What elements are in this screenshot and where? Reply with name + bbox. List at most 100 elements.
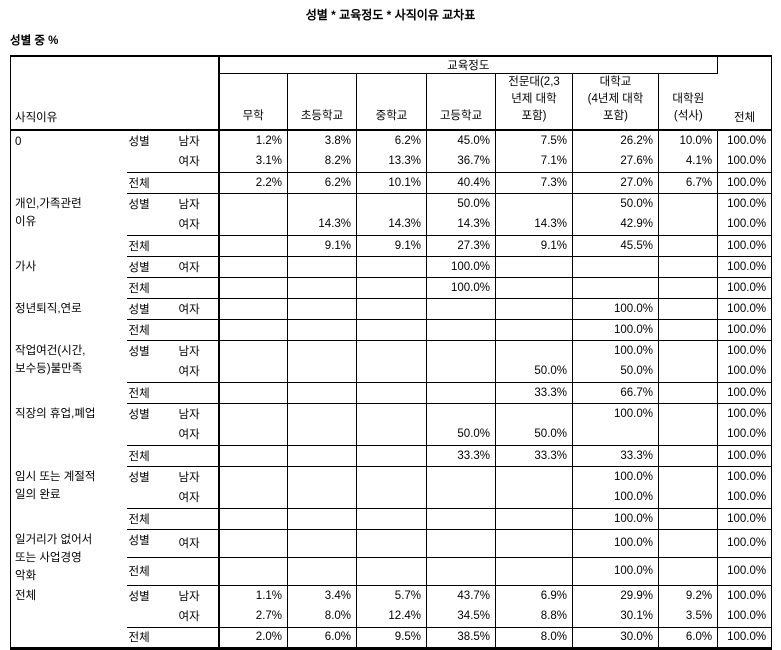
data-cell: 100.0%	[717, 585, 772, 606]
data-cell: 34.5%	[426, 606, 496, 627]
data-cell	[426, 381, 496, 404]
data-cell	[426, 487, 496, 508]
column-header: 대학원 (석사)	[658, 73, 718, 131]
gender-value-label: 여자	[178, 492, 200, 505]
data-cell: 33.3%	[495, 444, 573, 467]
data-cell: 100.0%	[717, 276, 772, 299]
gender-stub-label: 성별	[128, 590, 150, 603]
data-cell	[356, 193, 427, 214]
data-cell: 100.0%	[717, 606, 772, 627]
data-cell: 10.0%	[658, 130, 718, 151]
data-cell: 3.4%	[287, 585, 357, 606]
data-cell: 100.0%	[572, 466, 659, 487]
total-stub-label: 전체	[126, 276, 219, 299]
data-cell: 100.0%	[572, 318, 659, 341]
column-header: 초등학교	[287, 73, 357, 131]
data-cell: 100.0%	[717, 381, 772, 404]
gender-value-label: 남자	[178, 198, 200, 211]
data-cell	[658, 424, 718, 445]
data-cell	[287, 556, 357, 586]
data-cell: 50.0%	[572, 361, 659, 382]
data-cell	[495, 529, 573, 557]
row-group-label: 개인,가족관련 이유	[15, 198, 82, 228]
column-header: 전문대(2,3 년제 대학 포함)	[495, 73, 573, 131]
column-header: 대학교 (4년제 대학 포함)	[572, 73, 659, 131]
data-cell: 9.5%	[356, 626, 427, 649]
data-cell	[356, 318, 427, 341]
data-cell: 100.0%	[572, 487, 659, 508]
data-cell	[495, 556, 573, 586]
data-cell	[572, 424, 659, 445]
data-cell: 6.0%	[658, 626, 718, 649]
data-cell	[217, 234, 288, 257]
data-cell	[356, 256, 427, 277]
data-cell: 10.1%	[356, 171, 427, 194]
gender-value-label: 여자	[178, 156, 200, 169]
gender-value-label: 여자	[178, 261, 200, 274]
data-cell: 50.0%	[495, 361, 573, 382]
total-column-header: 전체	[717, 56, 772, 131]
data-cell	[495, 276, 573, 299]
data-cell	[426, 361, 496, 382]
data-cell	[658, 234, 718, 257]
data-cell	[658, 381, 718, 404]
data-cell: 9.1%	[287, 234, 357, 257]
data-cell: 100.0%	[717, 466, 772, 487]
data-cell	[572, 276, 659, 299]
crosstab-table: 사직이유 교육정도 전체 무학 초등학교 중학교 고등학교 전문대(2,3 년제…	[10, 55, 773, 650]
data-cell: 100.0%	[717, 361, 772, 382]
data-cell: 2.2%	[217, 171, 288, 194]
gender-value-label: 여자	[178, 611, 200, 624]
data-cell	[356, 529, 427, 557]
data-cell	[658, 193, 718, 214]
row-group-label: 직장의 휴업,폐업	[15, 408, 96, 420]
data-cell	[356, 507, 427, 530]
gender-value-label: 여자	[178, 219, 200, 232]
row-group-label: 일거리가 없어서 또는 사업경영 악화	[15, 534, 93, 582]
data-cell: 50.0%	[426, 193, 496, 214]
data-cell: 45.0%	[426, 130, 496, 151]
data-cell: 45.5%	[572, 234, 659, 257]
data-cell	[217, 403, 288, 424]
data-cell	[495, 487, 573, 508]
data-cell: 1.2%	[217, 130, 288, 151]
data-cell: 30.0%	[572, 626, 659, 649]
data-cell: 100.0%	[717, 298, 772, 319]
data-cell	[217, 556, 288, 586]
column-header: 고등학교	[426, 73, 496, 131]
data-cell: 100.0%	[717, 318, 772, 341]
row-group-label: 가사	[15, 261, 37, 273]
data-cell: 43.7%	[426, 585, 496, 606]
data-cell	[658, 256, 718, 277]
data-cell: 100.0%	[717, 403, 772, 424]
data-cell	[426, 466, 496, 487]
data-cell	[658, 276, 718, 299]
data-cell	[658, 340, 718, 361]
gender-value-label: 여자	[178, 538, 200, 550]
data-cell: 33.3%	[426, 444, 496, 467]
data-cell: 6.9%	[495, 585, 573, 606]
data-cell	[658, 214, 718, 235]
data-cell	[217, 361, 288, 382]
data-cell	[217, 340, 288, 361]
data-cell: 2.0%	[217, 626, 288, 649]
gender-stub-label: 성별	[128, 261, 150, 274]
data-cell	[572, 256, 659, 277]
data-cell	[356, 381, 427, 404]
data-cell: 29.9%	[572, 585, 659, 606]
data-cell: 100.0%	[717, 529, 772, 557]
data-cell	[287, 444, 357, 467]
row-group-label: 전체	[15, 590, 37, 602]
data-cell: 42.9%	[572, 214, 659, 235]
data-cell	[217, 214, 288, 235]
data-cell	[217, 424, 288, 445]
gender-value-label: 남자	[178, 345, 200, 358]
data-cell	[287, 276, 357, 299]
data-cell: 100.0%	[717, 193, 772, 214]
data-cell: 100.0%	[717, 556, 772, 586]
column-spanner-label: 교육정도	[217, 56, 719, 74]
data-cell: 13.3%	[356, 151, 427, 172]
data-cell	[658, 403, 718, 424]
data-cell	[287, 361, 357, 382]
data-cell	[356, 556, 427, 586]
